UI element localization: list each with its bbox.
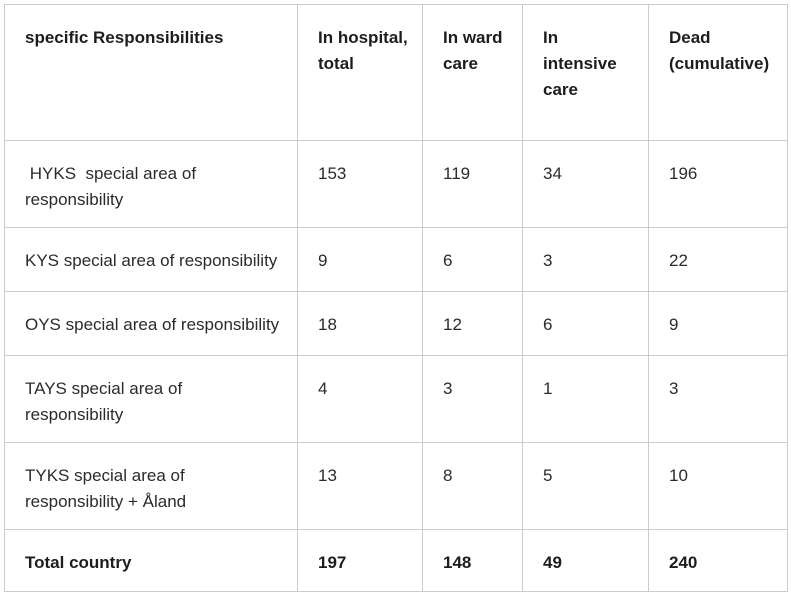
hospital-statistics-table: specific Responsibilities In hospital, t… [4,4,788,592]
column-header-dead-cumulative: Dead (cumulative) [648,4,788,141]
statistics-table-container: specific Responsibilities In hospital, t… [4,4,788,592]
column-header-in-ward-care: In ward care [422,4,523,141]
cell-in-intensive-care: 34 [522,140,649,228]
cell-in-ward-care: 8 [422,442,523,530]
table-row-tays: TAYS special area of responsibility 4 3 … [4,355,788,443]
table-row-kys: KYS special area of responsibility 9 6 3… [4,227,788,292]
cell-in-intensive-care: 1 [522,355,649,443]
table-row-hyks: HYKS special area of responsibility 153 … [4,140,788,228]
cell-in-hospital-total: 13 [297,442,423,530]
cell-in-hospital-total: 153 [297,140,423,228]
row-label: HYKS special area of responsibility [4,140,298,228]
cell-in-ward-care: 12 [422,291,523,356]
cell-in-hospital-total: 18 [297,291,423,356]
row-label: TAYS special area of responsibility [4,355,298,443]
row-label: OYS special area of responsibility [4,291,298,356]
table-row-oys: OYS special area of responsibility 18 12… [4,291,788,356]
cell-in-intensive-care: 5 [522,442,649,530]
cell-dead-cumulative: 9 [648,291,788,356]
cell-in-ward-care: 3 [422,355,523,443]
cell-dead-cumulative: 3 [648,355,788,443]
row-label: Total country [4,529,298,592]
table-row-total-country: Total country 197 148 49 240 [4,529,788,592]
cell-in-ward-care: 119 [422,140,523,228]
cell-in-ward-care: 148 [422,529,523,592]
column-header-specific-responsibilities: specific Responsibilities [4,4,298,141]
cell-dead-cumulative: 240 [648,529,788,592]
cell-in-intensive-care: 6 [522,291,649,356]
column-header-in-intensive-care: In intensive care [522,4,649,141]
cell-dead-cumulative: 10 [648,442,788,530]
row-label: KYS special area of responsibility [4,227,298,292]
cell-dead-cumulative: 22 [648,227,788,292]
table-row-tyks-aland: TYKS special area of responsibility + Ål… [4,442,788,530]
cell-in-hospital-total: 197 [297,529,423,592]
row-label: TYKS special area of responsibility + Ål… [4,442,298,530]
cell-in-intensive-care: 3 [522,227,649,292]
cell-in-hospital-total: 4 [297,355,423,443]
cell-dead-cumulative: 196 [648,140,788,228]
cell-in-intensive-care: 49 [522,529,649,592]
cell-in-hospital-total: 9 [297,227,423,292]
table-header-row: specific Responsibilities In hospital, t… [4,4,788,141]
column-header-in-hospital-total: In hospital, total [297,4,423,141]
cell-in-ward-care: 6 [422,227,523,292]
